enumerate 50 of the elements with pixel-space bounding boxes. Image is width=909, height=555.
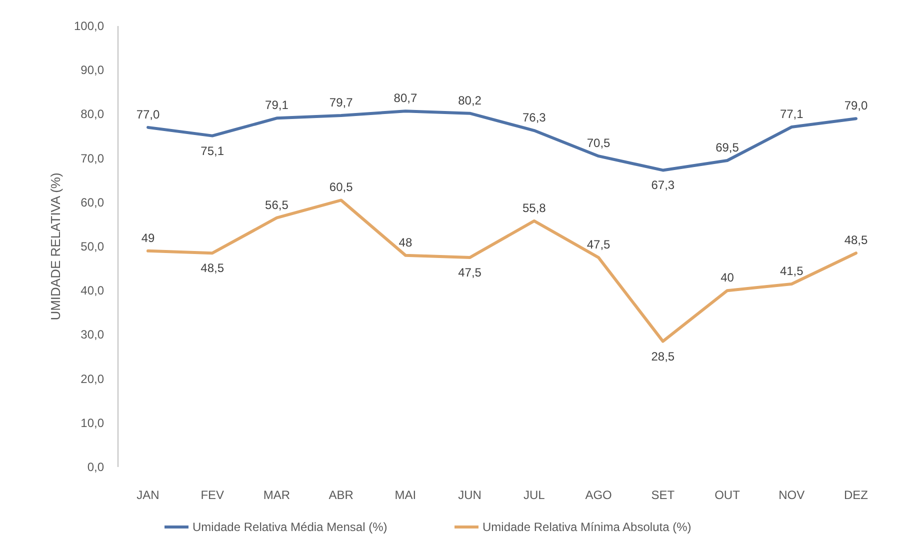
y-tick-label: 60,0 — [80, 195, 104, 210]
data-label: 69,5 — [716, 140, 740, 155]
data-label: 48 — [398, 235, 412, 250]
data-label: 55,8 — [522, 200, 546, 215]
data-label: 48,5 — [200, 261, 224, 276]
data-label: 56,5 — [265, 198, 289, 212]
y-tick-label: 80,0 — [80, 107, 104, 122]
data-label: 60,5 — [329, 180, 354, 194]
y-tick-label: 40,0 — [80, 284, 104, 298]
x-tick-label: ABR — [328, 488, 354, 502]
y-axis-title: UMIDADE RELATIVA (%) — [48, 172, 63, 320]
data-label: 77,1 — [780, 106, 804, 121]
data-label: 76,3 — [522, 110, 546, 125]
data-label: 77,0 — [136, 107, 160, 122]
data-label: 80,7 — [394, 91, 418, 106]
x-tick-label: OUT — [714, 488, 741, 502]
x-tick-label: MAI — [394, 488, 416, 502]
legend-label: Umidade Relativa Média Mensal (%) — [192, 520, 388, 534]
y-tick-label: 50,0 — [80, 240, 104, 254]
data-label: 67,3 — [651, 178, 675, 192]
x-tick-label: FEV — [200, 488, 224, 502]
data-label: 41,5 — [780, 264, 804, 278]
data-label: 47,5 — [458, 266, 482, 280]
y-tick-label: 0,0 — [87, 460, 104, 474]
x-tick-label: DEZ — [844, 488, 868, 502]
data-label: 48,5 — [844, 233, 868, 248]
y-tick-label: 90,0 — [80, 63, 104, 78]
legend-label: Umidade Relativa Mínima Absoluta (%) — [482, 520, 692, 534]
data-label: 75,1 — [200, 144, 224, 158]
x-tick-label: JUL — [524, 488, 546, 502]
y-tick-label: 30,0 — [80, 328, 104, 342]
data-label: 79,7 — [329, 96, 354, 110]
data-label: 28,5 — [651, 349, 675, 364]
x-tick-label: SET — [651, 488, 676, 502]
data-label: 70,5 — [586, 136, 611, 150]
data-label: 47,5 — [586, 238, 611, 252]
x-tick-label: NOV — [778, 488, 805, 502]
x-tick-label: AGO — [585, 488, 612, 502]
x-tick-label: JUN — [458, 488, 482, 502]
data-label: 80,2 — [458, 93, 482, 108]
x-tick-label: MAR — [263, 488, 290, 502]
y-tick-label: 10,0 — [80, 416, 104, 430]
y-tick-label: 100,0 — [74, 19, 104, 33]
x-tick-label: JAN — [136, 488, 160, 502]
y-tick-label: 70,0 — [80, 151, 104, 166]
data-label: 40 — [720, 270, 734, 285]
data-label: 79,0 — [844, 98, 868, 113]
data-label: 79,1 — [265, 98, 289, 112]
y-tick-label: 20,0 — [80, 372, 104, 386]
data-label: 49 — [141, 230, 155, 245]
